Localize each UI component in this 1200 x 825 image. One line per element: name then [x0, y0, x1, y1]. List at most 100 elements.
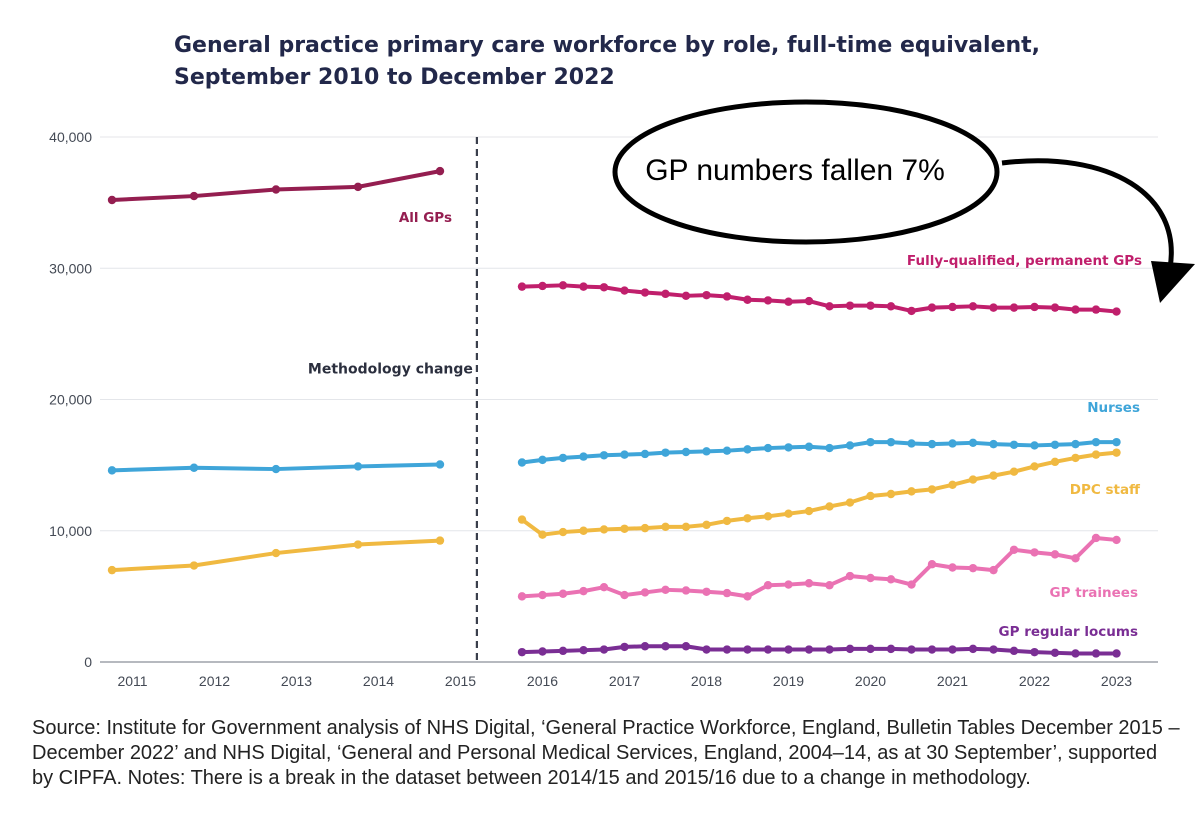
data-point: [1091, 649, 1101, 658]
source-note: Source: Institute for Government analysi…: [32, 717, 1180, 789]
x-tick-label: 2017: [609, 673, 640, 689]
data-point: [968, 438, 978, 448]
series-line: [107, 166, 445, 205]
data-point: [825, 302, 834, 311]
data-point: [681, 447, 691, 457]
data-point: [579, 645, 588, 655]
data-point: [661, 585, 670, 595]
data-point: [866, 301, 875, 310]
data-point: [353, 462, 363, 471]
series-line: [517, 533, 1121, 601]
data-point: [620, 450, 629, 459]
series-label: GP regular locums: [999, 624, 1138, 640]
data-point: [661, 642, 670, 651]
data-point: [640, 523, 650, 533]
data-point: [804, 442, 814, 451]
data-point: [948, 645, 957, 654]
data-point: [517, 458, 527, 467]
data-point: [784, 645, 793, 654]
x-axis-ticks: 2011 2012 2013 2014 2015 2016 2017 2018 2019 2020…: [117, 673, 1132, 689]
data-point: [517, 282, 527, 291]
data-point: [538, 590, 547, 600]
data-point: [845, 441, 855, 450]
data-point: [825, 645, 834, 654]
data-point: [886, 644, 896, 654]
data-point: [538, 455, 547, 465]
data-point: [661, 448, 670, 457]
data-point: [1091, 305, 1101, 314]
data-point: [927, 645, 937, 654]
series-label: DPC staff: [1070, 482, 1141, 498]
data-point: [353, 540, 363, 549]
x-tick-label: 2014: [363, 673, 394, 689]
data-point: [1009, 545, 1019, 554]
data-point: [517, 515, 527, 524]
y-tick-label: 30,000: [49, 260, 92, 276]
data-point: [435, 536, 445, 545]
data-point: [558, 646, 568, 656]
x-tick-label: 2018: [691, 673, 722, 689]
data-point: [681, 586, 691, 595]
data-point: [107, 565, 117, 575]
data-point: [886, 302, 896, 311]
series-line: [517, 642, 1121, 658]
data-point: [763, 443, 773, 453]
data-point: [845, 571, 855, 581]
data-point: [538, 647, 547, 656]
data-point: [968, 563, 978, 573]
data-point: [702, 520, 711, 530]
data-point: [517, 647, 527, 657]
data-point: [866, 437, 875, 447]
data-point: [189, 463, 199, 472]
series-path: [520, 450, 1119, 537]
data-point: [722, 516, 732, 526]
data-point: [435, 166, 445, 176]
series-line: [107, 448, 1121, 575]
data-point: [804, 579, 814, 588]
data-point: [968, 302, 978, 311]
methodology-change-label: Methodology change: [308, 361, 473, 377]
data-point: [989, 565, 998, 575]
data-point: [620, 524, 629, 533]
data-point: [1112, 448, 1121, 457]
data-point: [763, 581, 773, 590]
data-point: [189, 191, 199, 201]
series-label: All GPs: [399, 210, 452, 226]
data-point: [927, 439, 937, 449]
data-point: [579, 282, 588, 291]
y-tick-label: 40,000: [49, 129, 92, 145]
data-point: [1112, 437, 1121, 447]
data-point: [1050, 648, 1060, 658]
data-point: [948, 563, 957, 572]
x-tick-label: 2016: [527, 673, 558, 689]
data-point: [538, 281, 547, 291]
data-point: [435, 460, 445, 469]
series-path: [520, 440, 1119, 465]
data-point: [599, 451, 609, 460]
data-point: [722, 645, 732, 654]
data-point: [107, 466, 117, 475]
data-point: [1030, 548, 1039, 557]
series-line: [517, 281, 1121, 316]
callout: GP numbers fallen 7%: [612, 99, 1195, 303]
data-point: [948, 302, 957, 312]
data-point: [1112, 649, 1121, 658]
data-point: [927, 303, 937, 312]
data-point: [1050, 457, 1060, 467]
series-line: [107, 437, 1121, 475]
y-tick-label: 10,000: [49, 523, 92, 539]
data-point: [784, 443, 793, 452]
data-point: [907, 439, 916, 448]
data-point: [1030, 302, 1039, 312]
x-tick-label: 2021: [937, 673, 968, 689]
data-point: [558, 281, 568, 290]
series-labels: All GPs Fully-qualified, permanent GPs Nur…: [399, 210, 1142, 640]
data-point: [948, 480, 957, 490]
data-point: [886, 575, 896, 584]
data-point: [804, 506, 814, 516]
series-path: [520, 283, 1119, 314]
data-point: [907, 306, 916, 316]
data-point: [907, 645, 916, 654]
series-label: Nurses: [1087, 400, 1140, 416]
data-point: [1112, 535, 1121, 545]
